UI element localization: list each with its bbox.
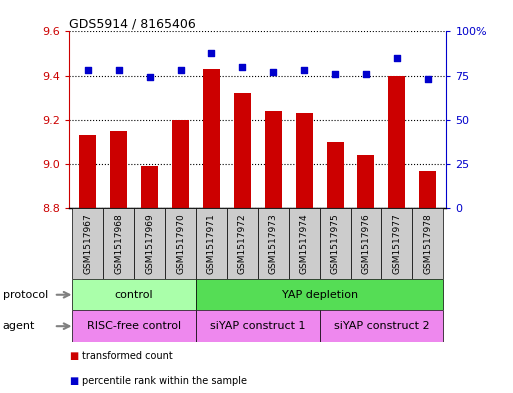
Bar [419, 171, 436, 208]
Bar [172, 120, 189, 208]
Text: GSM1517968: GSM1517968 [114, 213, 123, 274]
Text: siYAP construct 1: siYAP construct 1 [210, 321, 306, 331]
Bar [72, 310, 196, 342]
Bar [165, 208, 196, 279]
Text: siYAP construct 2: siYAP construct 2 [333, 321, 429, 331]
Point [269, 69, 278, 75]
Text: GSM1517973: GSM1517973 [269, 213, 278, 274]
Bar [196, 279, 443, 310]
Text: ■: ■ [69, 351, 78, 361]
Point [331, 71, 339, 77]
Text: percentile rank within the sample: percentile rank within the sample [82, 376, 247, 386]
Text: transformed count: transformed count [82, 351, 173, 361]
Bar [227, 208, 258, 279]
Point [300, 67, 308, 73]
Text: RISC-free control: RISC-free control [87, 321, 181, 331]
Point [207, 50, 215, 56]
Point [362, 71, 370, 77]
Bar [103, 208, 134, 279]
Bar [295, 113, 312, 208]
Point [424, 76, 432, 82]
Bar [196, 208, 227, 279]
Bar [72, 208, 103, 279]
Bar [350, 208, 381, 279]
Point [393, 55, 401, 61]
Text: control: control [115, 290, 153, 300]
Text: GSM1517976: GSM1517976 [362, 213, 370, 274]
Text: GSM1517969: GSM1517969 [145, 213, 154, 274]
Bar [265, 111, 282, 208]
Bar [72, 279, 196, 310]
Bar [196, 310, 320, 342]
Text: YAP depletion: YAP depletion [282, 290, 358, 300]
Bar [327, 142, 344, 208]
Bar [258, 208, 289, 279]
Bar [110, 131, 127, 208]
Bar [412, 208, 443, 279]
Text: GSM1517971: GSM1517971 [207, 213, 216, 274]
Bar [134, 208, 165, 279]
Bar [203, 69, 220, 208]
Bar [234, 93, 251, 208]
Text: protocol: protocol [3, 290, 48, 300]
Bar [80, 135, 96, 208]
Bar [358, 155, 374, 208]
Bar [141, 166, 158, 208]
Text: GSM1517975: GSM1517975 [330, 213, 340, 274]
Point [146, 74, 154, 81]
Bar [381, 208, 412, 279]
Bar [289, 208, 320, 279]
Text: GSM1517977: GSM1517977 [392, 213, 401, 274]
Point [176, 67, 185, 73]
Text: GSM1517978: GSM1517978 [423, 213, 432, 274]
Text: agent: agent [3, 321, 35, 331]
Text: GDS5914 / 8165406: GDS5914 / 8165406 [69, 17, 196, 30]
Point [84, 67, 92, 73]
Point [238, 64, 246, 70]
Text: GSM1517967: GSM1517967 [83, 213, 92, 274]
Bar [320, 208, 350, 279]
Text: ■: ■ [69, 376, 78, 386]
Text: GSM1517972: GSM1517972 [238, 213, 247, 274]
Text: GSM1517970: GSM1517970 [176, 213, 185, 274]
Bar [388, 75, 405, 208]
Text: GSM1517974: GSM1517974 [300, 213, 309, 274]
Bar [320, 310, 443, 342]
Point [114, 67, 123, 73]
